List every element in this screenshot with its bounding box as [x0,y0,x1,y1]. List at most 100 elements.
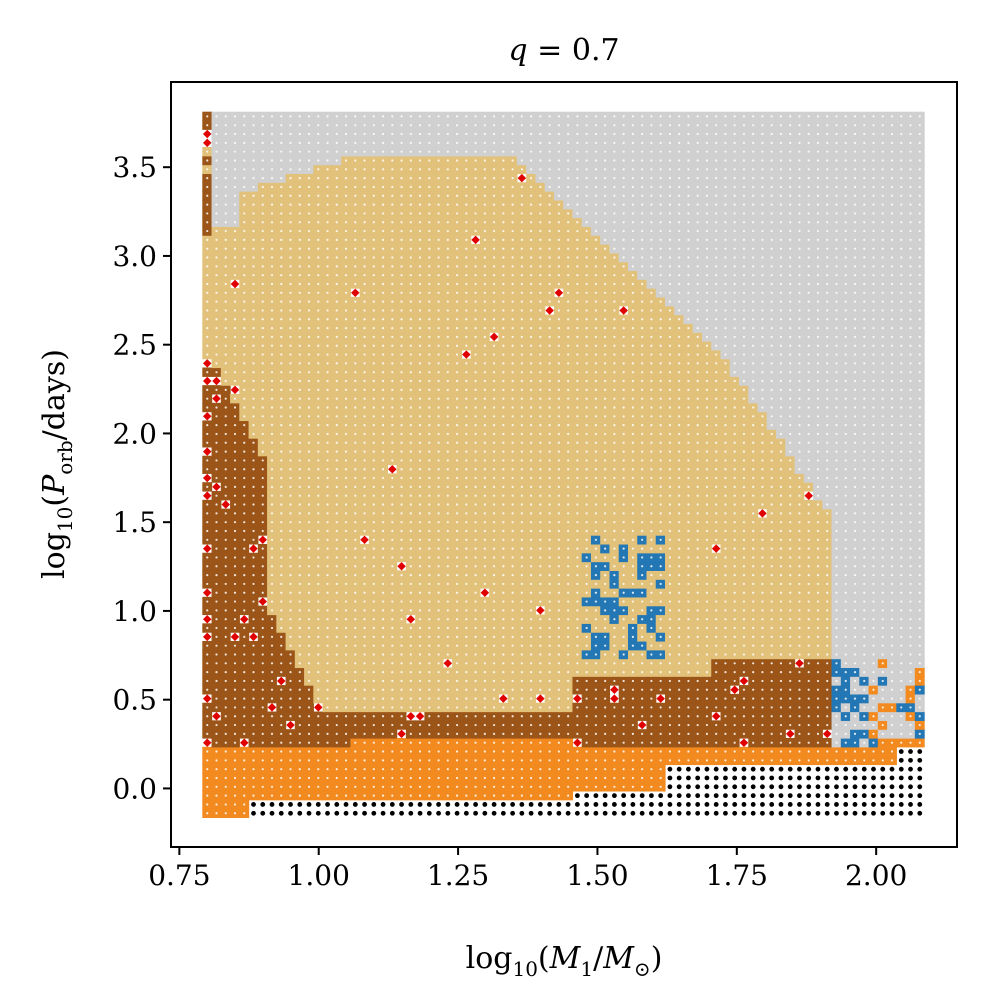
cell-marker [474,353,477,356]
cell-marker [446,618,449,621]
cell-marker [437,115,440,118]
cell-marker [307,565,311,568]
cell-marker [354,750,357,753]
cell-marker [354,274,357,277]
cell-marker [215,653,218,656]
cell-marker [409,732,412,735]
cell-marker [354,556,357,559]
cell-marker [317,582,320,586]
cell-marker [446,282,449,286]
cell-marker [474,185,477,189]
cell-marker [381,353,385,356]
cell-marker [335,432,338,436]
cell-marker [381,600,385,603]
cell-marker [363,547,366,550]
cell-marker [307,238,311,241]
cell-marker [381,768,385,771]
cell-marker [391,353,394,356]
cell-marker [437,397,440,400]
cell-marker [409,644,412,647]
cell-marker [252,565,255,568]
cell-marker [289,635,292,638]
cell-marker [418,300,422,303]
cell-marker [280,300,283,303]
cell-marker [280,556,283,559]
cell-marker [307,159,311,162]
cell-marker [280,618,283,621]
cell-marker [381,212,385,215]
cell-marker [381,538,385,541]
cell-marker [252,662,255,665]
cell-marker [354,609,357,612]
cell-marker [289,697,292,700]
cell-marker [224,732,227,735]
cell-marker [483,565,486,568]
cell-marker [465,785,468,788]
cell-marker [474,512,477,515]
cell-marker [307,318,311,321]
cell-marker [261,326,264,330]
cell-marker [270,229,274,233]
cell-marker [233,812,237,815]
cell-marker [298,265,301,268]
cell-marker [224,803,227,806]
cell-marker [270,115,274,118]
cell-marker [474,362,477,365]
cell-marker [381,671,385,674]
cell-marker [307,115,311,118]
cell-marker [307,335,311,339]
cell-marker [483,635,486,638]
cell-marker [474,212,477,215]
cell-marker [298,291,301,294]
cell-marker [233,159,237,162]
cell-marker [391,168,394,171]
cell-marker [317,265,320,268]
cell-marker [270,768,274,771]
cell-marker [280,344,283,347]
cell-marker [224,459,227,462]
cell-marker [428,573,431,577]
cell-marker [280,141,283,144]
cell-marker [289,406,292,409]
cell-marker [363,794,366,797]
cell-merger-black [371,810,377,816]
cell-marker [243,159,246,162]
cell-marker [344,503,348,506]
cell-marker [317,468,320,471]
cell-marker [492,274,496,277]
cell-marker [335,256,338,259]
cell-marker [298,644,301,647]
cell-merger-black [463,802,469,807]
cell-marker [335,697,338,700]
cell-marker [465,318,468,321]
cell-marker [206,768,209,771]
cell-marker [437,794,440,797]
cell-marker [206,353,209,356]
cell-marker [289,644,292,647]
cell-marker [206,424,209,427]
cell-marker [206,468,209,471]
cell-marker [307,776,311,780]
cell-marker [455,521,459,524]
cell-marker [280,150,283,153]
cell-marker [483,291,486,294]
cell-marker [381,265,385,268]
cell-marker [465,485,468,488]
cell-marker [409,274,412,277]
cell-marker [428,741,431,744]
cell-marker [437,679,440,683]
cell-marker [391,229,394,233]
cell-marker [428,618,431,621]
cell-marker [215,124,218,127]
cell-marker [363,591,366,594]
cell-marker [400,653,403,656]
cell-marker [280,335,283,339]
cell-marker [372,291,375,294]
cell-marker [400,177,403,180]
cell-marker [261,177,264,180]
cell-marker [298,706,301,709]
cell-marker [474,697,477,700]
cell-marker [261,335,264,339]
cell-marker [363,265,366,268]
cell-marker [233,450,237,453]
